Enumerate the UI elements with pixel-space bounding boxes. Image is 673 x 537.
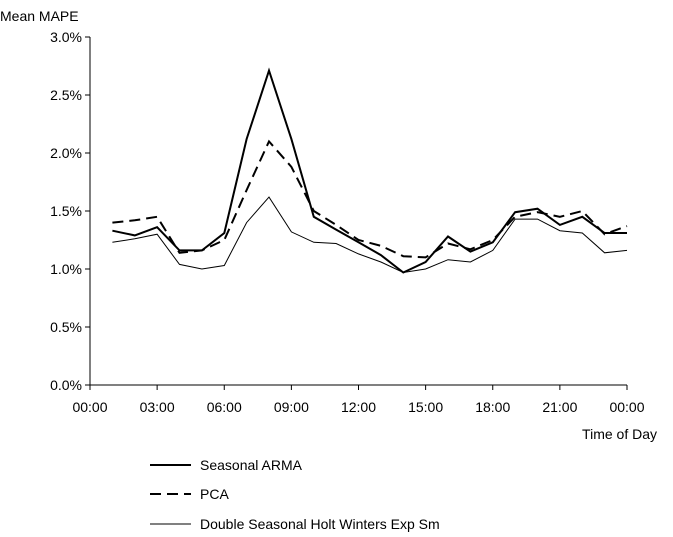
x-tick-label: 09:00: [274, 399, 309, 415]
legend-label: Seasonal ARMA: [200, 457, 303, 473]
axes: [89, 37, 627, 386]
y-tick-label: 2.5%: [50, 87, 82, 103]
legend-label: Double Seasonal Holt Winters Exp Sm: [200, 516, 440, 532]
y-tick-label: 0.5%: [50, 319, 82, 335]
x-tick-label: 21:00: [542, 399, 577, 415]
y-tick-label: 2.0%: [50, 145, 82, 161]
y-axis-ticks: 0.0% 0.5% 1.0% 1.5% 2.0% 2.5% 3.0%: [50, 29, 90, 393]
x-tick-label: 15:00: [408, 399, 443, 415]
legend: Seasonal ARMA PCA Double Seasonal Holt Win…: [150, 457, 440, 532]
x-axis-title: Time of Day: [582, 426, 657, 442]
series-line-3: [112, 196, 628, 274]
series-line-2: [112, 139, 628, 259]
x-axis-ticks: 00:00 03:00 06:00 09:00 12:00 15:00 18:00 21:00…: [72, 385, 645, 415]
y-tick-label: 0.0%: [50, 377, 82, 393]
y-tick-label: 1.5%: [50, 203, 82, 219]
x-tick-label: 12:00: [341, 399, 376, 415]
series-lines: [112, 67, 628, 274]
x-tick-label: 18:00: [475, 399, 510, 415]
y-tick-label: 1.0%: [50, 261, 82, 277]
x-tick-label: 06:00: [207, 399, 242, 415]
x-tick-label: 00:00: [609, 399, 644, 415]
x-tick-label: 00:00: [72, 399, 107, 415]
legend-label: PCA: [200, 486, 229, 502]
x-tick-label: 03:00: [140, 399, 175, 415]
y-tick-label: 3.0%: [50, 29, 82, 45]
y-axis-title: Mean MAPE: [0, 8, 79, 24]
